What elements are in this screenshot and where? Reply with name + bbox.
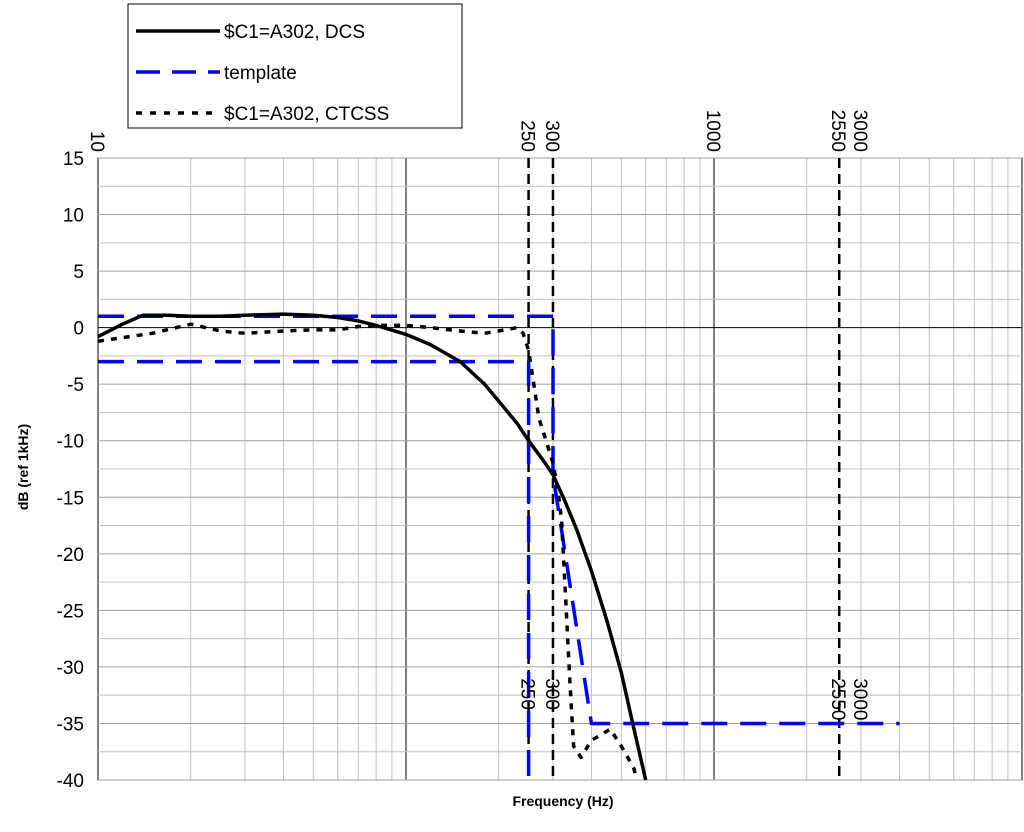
grid bbox=[97, 157, 1023, 781]
legend-label-ctcss: $C1=A302, CTCSS bbox=[224, 104, 389, 125]
series-lines bbox=[97, 312, 900, 781]
series-line-0 bbox=[97, 312, 648, 781]
legend-label-dcs: $C1=A302, DCS bbox=[224, 22, 365, 43]
y-tick-label: 5 bbox=[73, 262, 84, 283]
y-tick-label: 10 bbox=[63, 206, 84, 227]
legend-box bbox=[127, 3, 463, 129]
y-tick-label: 15 bbox=[63, 149, 84, 170]
y-tick-label: -30 bbox=[57, 658, 84, 679]
bottom-label-2550: 2550 bbox=[827, 678, 848, 720]
y-tick-label: -15 bbox=[57, 488, 84, 509]
y-axis-label: dB (ref 1kHz) bbox=[15, 424, 31, 510]
top-tick-label-2550: 2550 bbox=[827, 110, 848, 152]
bottom-label-250: 250 bbox=[517, 678, 538, 710]
x-axis-label: Frequency (Hz) bbox=[512, 793, 613, 809]
legend-label-template: template bbox=[224, 63, 297, 84]
series-line-3 bbox=[97, 322, 639, 781]
bottom-label-3000: 3000 bbox=[849, 678, 870, 720]
y-tick-label: -10 bbox=[57, 432, 84, 453]
y-tick-label: -35 bbox=[57, 714, 84, 735]
y-tick-label: -40 bbox=[57, 771, 84, 792]
top-tick-label-300: 300 bbox=[541, 120, 562, 152]
y-tick-label: -25 bbox=[57, 601, 84, 622]
y-tick-label: -5 bbox=[67, 375, 84, 396]
y-tick-label: -20 bbox=[57, 545, 84, 566]
top-tick-label-10: 10 bbox=[86, 131, 107, 152]
top-tick-label-3000: 3000 bbox=[849, 110, 870, 152]
legend: $C1=A302, DCS template $C1=A302, CTCSS bbox=[127, 3, 463, 129]
top-tick-label-1000: 1000 bbox=[702, 110, 723, 152]
y-tick-label: 0 bbox=[73, 319, 84, 340]
top-tick-label-250: 250 bbox=[517, 120, 538, 152]
bottom-label-300: 300 bbox=[541, 678, 562, 710]
